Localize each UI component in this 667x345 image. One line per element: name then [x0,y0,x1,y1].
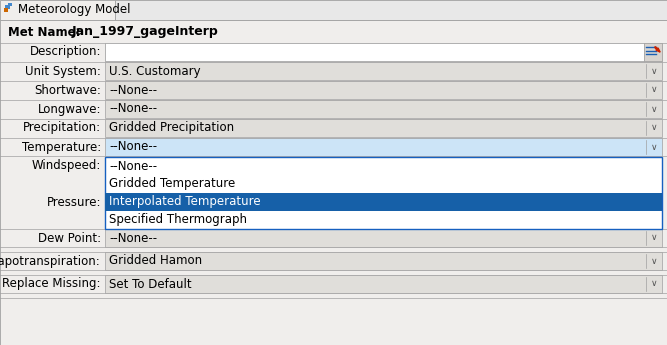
Bar [105,119,662,137]
Text: Unit System:: Unit System: [25,65,101,78]
Bar [105,157,662,229]
Bar [105,193,662,211]
Text: U.S. Customary: U.S. Customary [109,65,201,78]
Text: Interpolated Temperature: Interpolated Temperature [109,196,261,208]
Bar [105,62,662,80]
Text: Evapotranspiration:: Evapotranspiration: [0,255,101,267]
Bar [105,138,662,156]
Text: ∨: ∨ [651,142,657,151]
Bar [8,3,12,6]
Text: Temperature:: Temperature: [22,140,101,154]
Bar [105,229,662,247]
Text: Pressure:: Pressure: [47,196,101,208]
Text: Windspeed:: Windspeed: [31,159,101,172]
Text: ∨: ∨ [651,234,657,243]
Bar [644,43,662,61]
Text: --None--: --None-- [109,159,157,172]
Bar [105,100,662,118]
Text: Jan_1997_gageInterp: Jan_1997_gageInterp [72,26,219,39]
Text: Meteorology Model: Meteorology Model [18,3,131,17]
Bar [105,252,662,270]
Text: Longwave:: Longwave: [37,102,101,116]
Text: Shortwave:: Shortwave: [34,83,101,97]
Text: --None--: --None-- [109,83,157,97]
Text: Met Name:: Met Name: [8,26,81,39]
Text: Dew Point:: Dew Point: [38,231,101,245]
Text: Set To Default: Set To Default [109,277,191,290]
Text: Gridded Hamon: Gridded Hamon [109,255,202,267]
Bar [4,8,8,12]
Text: Gridded Precipitation: Gridded Precipitation [109,121,234,135]
Text: ∨: ∨ [651,86,657,95]
Text: --None--: --None-- [109,231,157,245]
Text: Gridded Temperature: Gridded Temperature [109,177,235,190]
Bar [115,0,667,20]
Text: ∨: ∨ [651,67,657,76]
Bar [5,5,10,9]
Text: Precipitation:: Precipitation: [23,121,101,135]
Bar [105,81,662,99]
Bar [105,43,662,61]
FancyArrow shape [654,47,660,52]
Bar [105,43,644,61]
Text: --None--: --None-- [109,140,157,154]
Text: Description:: Description: [29,46,101,59]
Text: ∨: ∨ [651,124,657,132]
Text: ∨: ∨ [651,279,657,288]
Text: ∨: ∨ [651,256,657,266]
Text: Replace Missing:: Replace Missing: [3,277,101,290]
Text: --None--: --None-- [109,102,157,116]
Bar [105,275,662,293]
Text: ∨: ∨ [651,105,657,114]
Text: Specified Thermograph: Specified Thermograph [109,214,247,227]
Bar [0,0,115,20]
